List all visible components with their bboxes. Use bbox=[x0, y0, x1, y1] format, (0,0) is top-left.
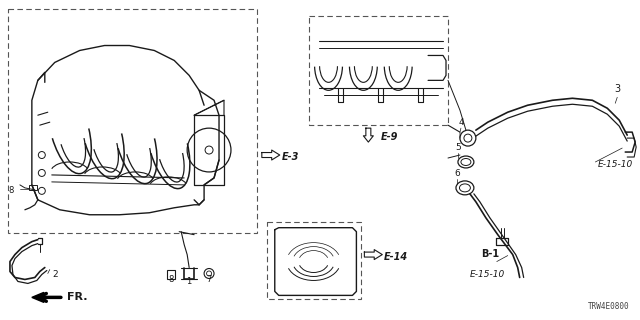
Text: 4: 4 bbox=[458, 118, 464, 127]
Text: 2: 2 bbox=[52, 270, 58, 279]
Text: E-15-10: E-15-10 bbox=[470, 270, 506, 279]
Text: E-15-10: E-15-10 bbox=[597, 160, 632, 170]
Bar bbox=[167, 269, 175, 279]
Text: B-1: B-1 bbox=[481, 249, 499, 259]
Bar bbox=[267, 222, 362, 300]
Text: 5: 5 bbox=[455, 143, 461, 152]
Text: 1: 1 bbox=[186, 277, 192, 286]
Bar bbox=[308, 16, 448, 125]
Text: TRW4E0800: TRW4E0800 bbox=[588, 302, 629, 311]
Text: 7: 7 bbox=[206, 276, 212, 284]
Text: 3: 3 bbox=[614, 84, 620, 94]
Bar bbox=[8, 9, 257, 233]
Text: 8: 8 bbox=[168, 276, 174, 284]
Text: 6: 6 bbox=[454, 169, 460, 178]
Text: 8: 8 bbox=[8, 186, 14, 196]
Text: E-9: E-9 bbox=[380, 132, 397, 142]
Text: FR.: FR. bbox=[67, 292, 87, 302]
Text: E-3: E-3 bbox=[282, 152, 299, 162]
Bar bbox=[29, 185, 37, 190]
Polygon shape bbox=[32, 292, 44, 302]
Text: E-14: E-14 bbox=[384, 252, 408, 261]
